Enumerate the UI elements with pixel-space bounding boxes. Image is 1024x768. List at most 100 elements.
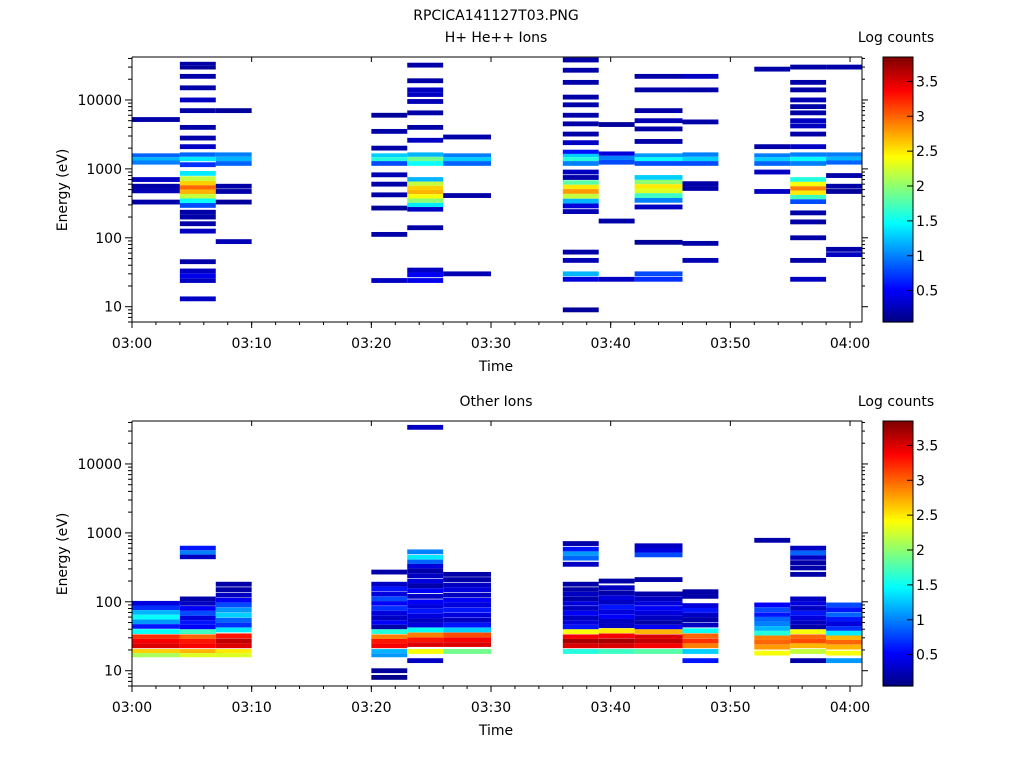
heatmap-cell xyxy=(790,601,827,606)
heatmap-cell xyxy=(634,610,683,616)
colorbar-segment xyxy=(883,467,913,471)
heatmap-cell xyxy=(407,608,444,614)
heatmap-cell xyxy=(371,581,408,587)
heatmap-cell xyxy=(598,633,635,639)
heatmap-cell xyxy=(754,169,791,175)
colorbar-segment xyxy=(883,266,913,270)
colorbar-segment xyxy=(883,584,913,588)
heatmap-cell xyxy=(634,73,683,79)
colorbar-segment xyxy=(883,114,913,118)
heatmap-cell xyxy=(562,638,599,644)
heatmap-cell xyxy=(790,629,827,634)
colorbar-segment xyxy=(883,211,913,215)
heatmap-cell xyxy=(682,87,719,93)
heatmap-cell xyxy=(634,157,683,162)
colorbar-segment xyxy=(883,668,913,672)
colorbar-segment xyxy=(883,68,913,71)
heatmap-cell xyxy=(754,626,791,631)
heatmap-cell xyxy=(215,653,252,658)
heatmap-cell xyxy=(562,57,599,63)
heatmap-cell xyxy=(371,153,408,158)
colorbar-segment xyxy=(883,92,913,96)
heatmap-cell xyxy=(179,214,216,220)
colorbar-segment xyxy=(883,96,913,100)
colorbar-segment xyxy=(883,610,913,614)
x-tick-label: 03:30 xyxy=(471,700,511,716)
colorbar-segment xyxy=(883,178,913,182)
colorbar-segment xyxy=(883,615,913,619)
heatmap-cell xyxy=(790,606,827,611)
colorbar-segment xyxy=(883,156,913,160)
y-tick-label: 100 xyxy=(95,231,122,247)
colorbar-segment xyxy=(883,677,913,680)
colorbar-segment xyxy=(883,502,913,506)
heatmap-cell xyxy=(634,620,683,625)
heatmap-cell xyxy=(826,635,862,640)
heatmap-cell xyxy=(562,249,599,255)
heatmap-cell xyxy=(371,157,408,162)
heatmap-cell xyxy=(634,139,683,144)
heatmap-cell xyxy=(562,153,599,158)
heatmap-cell xyxy=(132,183,180,189)
heatmap-cell xyxy=(598,159,635,165)
colorbar-segment xyxy=(883,440,913,444)
colorbar-segment xyxy=(883,557,913,561)
heatmap-cell xyxy=(407,181,444,186)
heatmap-cell xyxy=(790,131,827,137)
heatmap-cell xyxy=(754,612,791,617)
heatmap-cell xyxy=(682,119,719,125)
colorbar-segment xyxy=(883,218,913,222)
colorbar-segment xyxy=(883,571,913,574)
colorbar-segment xyxy=(883,187,913,191)
heatmap-cell xyxy=(215,633,252,639)
colorbar-tick-label: 0.5 xyxy=(916,648,938,664)
heatmap-cell xyxy=(826,612,862,617)
colorbar-segment xyxy=(883,136,913,140)
heatmap-cell xyxy=(407,225,444,231)
heatmap-cell xyxy=(215,597,252,603)
heatmap-cell xyxy=(443,612,492,618)
colorbar-segment xyxy=(883,140,913,144)
heatmap-cell xyxy=(754,639,791,645)
heatmap-cell xyxy=(215,156,252,162)
heatmap-cell xyxy=(562,121,599,127)
colorbar-segment xyxy=(883,231,913,235)
heatmap-cell xyxy=(371,586,408,592)
heatmap-cell xyxy=(754,607,791,613)
heatmap-cell xyxy=(826,658,862,664)
colorbar-segment xyxy=(883,315,913,319)
heatmap-cell xyxy=(826,644,862,650)
heatmap-cell xyxy=(562,189,599,194)
colorbar-segment xyxy=(883,659,913,663)
colorbar-segment xyxy=(883,626,913,630)
colorbar-segment xyxy=(883,127,913,131)
heatmap-cell xyxy=(407,137,444,143)
heatmap-cell xyxy=(790,596,827,602)
heatmap-cell xyxy=(598,623,635,629)
heatmap-cell xyxy=(179,209,216,215)
heatmap-cell xyxy=(179,144,216,150)
heatmap-cell xyxy=(634,118,683,124)
heatmap-cell xyxy=(179,194,216,199)
colorbar-segment xyxy=(883,423,913,427)
colorbar-segment xyxy=(883,116,913,120)
heatmap-cell xyxy=(790,87,827,93)
x-tick-label: 03:50 xyxy=(710,336,750,352)
heatmap-cell xyxy=(790,118,827,124)
heatmap-cell xyxy=(682,240,719,246)
heatmap-cell xyxy=(407,649,444,654)
colorbar-segment xyxy=(883,85,913,89)
colorbar-segment xyxy=(883,593,913,597)
heatmap-cell xyxy=(407,627,444,633)
colorbar-segment xyxy=(883,63,913,67)
heatmap-cell xyxy=(443,622,492,628)
colorbar-segment xyxy=(883,650,913,654)
heatmap-cell xyxy=(443,577,492,582)
heatmap-cell xyxy=(826,246,862,252)
heatmap-cell xyxy=(179,545,216,551)
heatmap-cell xyxy=(179,85,216,91)
heatmap-cell xyxy=(371,620,408,625)
heatmap-cell xyxy=(562,620,599,625)
colorbar-segment xyxy=(883,478,913,482)
heatmap-cell xyxy=(132,177,180,182)
